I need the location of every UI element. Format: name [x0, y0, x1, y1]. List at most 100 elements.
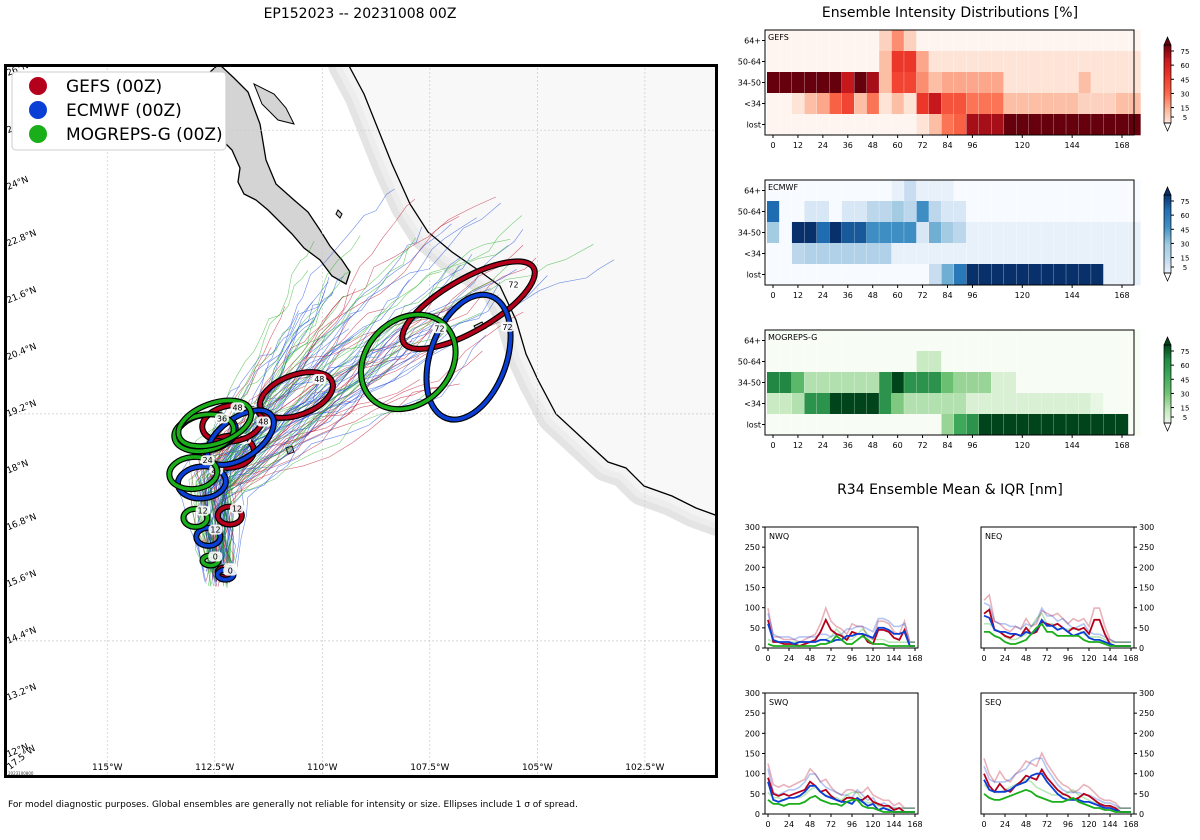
- heatmap-cell: [1128, 114, 1141, 136]
- colorbar-swatch: [1164, 62, 1171, 65]
- x-tick-label: 48: [805, 820, 815, 829]
- x-tick-label: 72: [1042, 654, 1052, 663]
- ellipse-36h: [172, 412, 236, 454]
- heatmap-cell: [978, 180, 992, 202]
- heatmap-cell: [1053, 114, 1066, 136]
- heatmap-cell: [978, 372, 992, 394]
- x-tick-label: 144: [1102, 820, 1117, 829]
- colorbar-tick-label: 30: [1181, 390, 1190, 398]
- colorbar-swatch: [1164, 119, 1171, 122]
- heatmap-cell: [854, 114, 867, 136]
- heatmap-cell: [904, 351, 917, 373]
- heatmap-cell: [829, 51, 842, 73]
- x-tick-label: 24: [818, 291, 828, 300]
- x-tick-label: 24: [818, 141, 828, 150]
- x-tick-label: 168: [1123, 654, 1138, 663]
- heatmap-gefs: 64+ 50-64 34-50 <34 lost GEFS 0 12 24 36 48 60 72 84 9…: [738, 29, 1189, 150]
- heatmap-cell: [1016, 72, 1029, 94]
- colorbar-swatch: [1164, 87, 1171, 91]
- hour-label-bg: [506, 279, 521, 290]
- heatmap-cell: [767, 351, 780, 373]
- category-label: 50-64: [738, 58, 761, 67]
- x-tick-label: 36: [843, 141, 853, 150]
- heatmap-cell: [816, 201, 830, 223]
- x-tick-label: 120: [1081, 820, 1096, 829]
- heatmap-cell: [779, 201, 792, 223]
- heatmap-cell: [1041, 264, 1054, 286]
- x-tick-label: 72: [917, 141, 927, 150]
- colorbar-swatch: [1164, 228, 1171, 231]
- category-label: 34-50: [738, 379, 761, 388]
- r34-quadrant-label: NWQ: [769, 532, 789, 541]
- colorbar-tick-label: 45: [1181, 376, 1190, 384]
- heatmap-cell: [854, 72, 867, 94]
- heatmap-cell: [779, 372, 792, 394]
- heatmap-cell: [879, 51, 892, 73]
- y-tick-label: 150: [745, 584, 760, 593]
- colorbar-swatch: [1164, 95, 1171, 98]
- x-tick-label: 96: [1063, 654, 1073, 663]
- heatmap-cell: [767, 222, 780, 244]
- colorbar-swatch: [1164, 372, 1171, 375]
- heatmap-cell: [916, 180, 929, 202]
- heatmap-cell: [1103, 201, 1116, 223]
- heatmap-cell: [1078, 93, 1091, 115]
- heatmap-cell: [1103, 51, 1116, 73]
- heatmap-cell: [941, 93, 954, 115]
- colorbar-swatch: [1164, 82, 1171, 85]
- heatmap-cell: [1116, 414, 1129, 436]
- heatmap-cell: [841, 114, 854, 136]
- colorbar-swatch: [1164, 376, 1171, 379]
- x-tick-label: 72: [917, 441, 927, 450]
- heatmap-cell: [1066, 114, 1079, 136]
- heatmap-cell: [767, 243, 780, 265]
- heatmap-cell: [767, 330, 780, 352]
- x-tick-label: 120: [1081, 654, 1096, 663]
- heatmap-cell: [829, 30, 842, 52]
- map-legend: GEFS (00Z) ECMWF (00Z) MOGREPS-G (00Z): [11, 71, 227, 151]
- ellipse-48h: [176, 398, 253, 449]
- colorbar-swatch: [1164, 89, 1171, 93]
- heatmap-cell: [941, 201, 954, 223]
- heatmap-cell: [916, 72, 929, 94]
- heatmap-cell: [991, 414, 1004, 436]
- heatmap-cell: [1128, 180, 1141, 202]
- colorbar-swatch: [1164, 419, 1171, 422]
- colorbar-swatch: [1164, 195, 1171, 198]
- heatmap-cell: [841, 30, 854, 52]
- heatmap-cell: [1003, 243, 1017, 265]
- colorbar-swatch: [1164, 216, 1171, 219]
- heatmap-cell: [841, 72, 854, 94]
- colorbar-swatch: [1164, 348, 1171, 352]
- colorbar-swatch: [1164, 210, 1171, 213]
- heatmap-model-label: MOGREPS-G: [768, 333, 817, 342]
- main-title: EP152023 -- 20231008 00Z: [263, 6, 457, 22]
- x-tick-label: 168: [1114, 441, 1129, 450]
- heatmap-cell: [1003, 72, 1017, 94]
- colorbar-swatch: [1164, 362, 1171, 365]
- heatmap-cell: [779, 264, 792, 286]
- heatmap-cell: [1003, 351, 1017, 373]
- heatmap-cell: [829, 222, 842, 244]
- y-tick-label: 200: [745, 563, 760, 572]
- heatmap-cell: [779, 222, 792, 244]
- x-tick-label: 0: [765, 820, 770, 829]
- heatmap-cell: [916, 243, 929, 265]
- category-label: <34: [744, 400, 761, 409]
- heatmap-cell: [916, 330, 929, 352]
- colorbar-swatch: [1164, 66, 1171, 69]
- x-tick-label: 72: [826, 820, 836, 829]
- heatmap-cell: [966, 51, 979, 73]
- heatmap-cell: [1003, 93, 1017, 115]
- category-label: lost: [747, 421, 761, 430]
- heatmap-cell: [978, 414, 992, 436]
- heatmap-cell: [767, 372, 780, 394]
- heatmap-cell: [767, 93, 780, 115]
- heatmap-cell: [854, 351, 867, 373]
- heatmap-cell: [904, 264, 917, 286]
- heatmap-cell: [1078, 201, 1091, 223]
- heatmap-cell: [866, 243, 879, 265]
- hour-label-bg: [256, 416, 271, 427]
- member-track: [219, 244, 594, 564]
- heatmap-cell: [966, 72, 979, 94]
